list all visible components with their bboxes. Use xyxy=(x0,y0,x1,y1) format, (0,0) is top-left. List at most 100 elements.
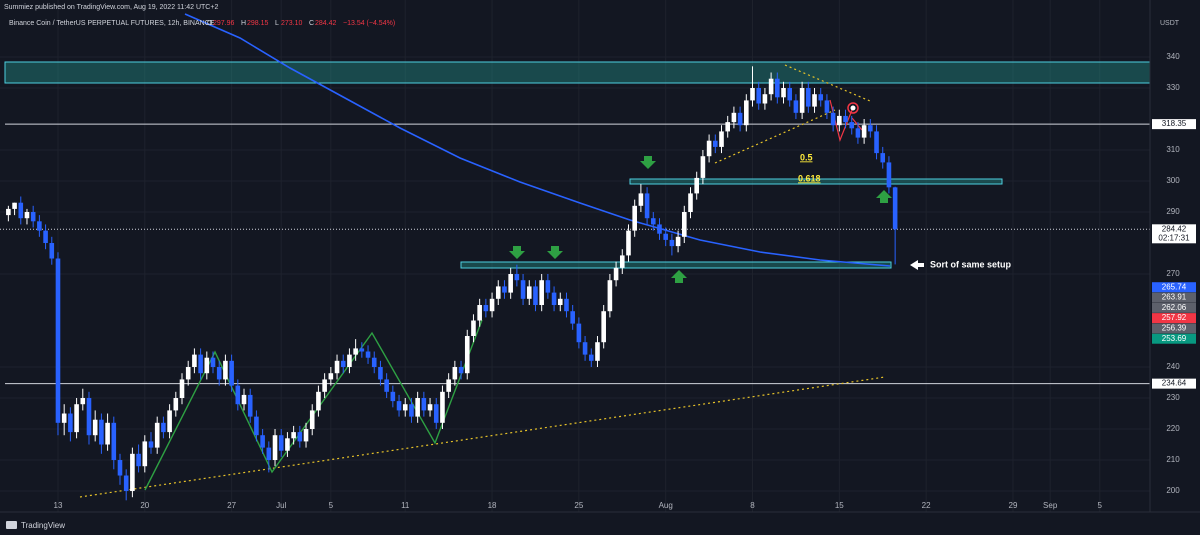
candle-body xyxy=(316,391,321,411)
y-tick-label: 310 xyxy=(1166,145,1180,154)
candle-body xyxy=(24,212,30,219)
candle-body xyxy=(824,100,830,113)
candle-body xyxy=(557,298,563,306)
candle-body xyxy=(719,131,724,147)
candle-body xyxy=(812,94,817,107)
candle-body xyxy=(402,404,408,411)
level-label-bg xyxy=(1152,378,1196,389)
x-tick-label: 5 xyxy=(1098,501,1103,510)
candle-body xyxy=(322,379,327,392)
legend-key: O xyxy=(207,20,213,27)
x-tick-label: Jul xyxy=(276,501,286,510)
candle-body xyxy=(880,153,886,163)
candle-body xyxy=(334,360,340,374)
level-label: 234.64 xyxy=(1162,379,1187,388)
x-tick-label: 18 xyxy=(488,501,497,510)
annotation: Sort of same setup xyxy=(930,259,1012,269)
up-arrow xyxy=(671,270,687,283)
candle-body xyxy=(756,88,762,104)
candle-body xyxy=(161,422,166,433)
publisher: Summiez published on TradingView.com, Au… xyxy=(4,4,218,11)
level-label: 318.35 xyxy=(1162,119,1187,128)
candle-body xyxy=(427,404,433,411)
candle-body xyxy=(74,404,79,433)
red-circle xyxy=(847,102,859,114)
candle-body xyxy=(502,286,507,293)
candle-body xyxy=(601,311,606,343)
candle-body xyxy=(582,342,588,355)
x-tick-label: 29 xyxy=(1009,501,1018,510)
price-label-bg xyxy=(1152,292,1196,303)
candle-body xyxy=(681,212,687,237)
down-arrow xyxy=(640,156,656,169)
x-tick-label: 22 xyxy=(922,501,931,510)
candle-body xyxy=(80,398,86,405)
candle-body xyxy=(185,367,191,380)
candle-body xyxy=(142,441,148,467)
candle-body xyxy=(799,88,805,113)
candle-body xyxy=(452,367,458,380)
candle-body xyxy=(545,280,551,293)
candle-body xyxy=(223,360,228,380)
candle-body xyxy=(675,236,681,247)
candle-body xyxy=(260,435,265,448)
candle-body xyxy=(266,447,272,461)
candle-body xyxy=(384,379,389,392)
candle-body xyxy=(359,348,365,352)
candle-body xyxy=(892,187,898,230)
down-arrow xyxy=(547,246,563,259)
x-tick-label: 15 xyxy=(835,501,844,510)
candle-body xyxy=(818,94,824,101)
candle-body xyxy=(440,391,445,423)
x-tick-label: 25 xyxy=(574,501,583,510)
candle-body xyxy=(855,128,861,138)
candle-body xyxy=(130,453,135,492)
candle-body xyxy=(216,367,222,380)
candle-body xyxy=(254,416,259,436)
y-tick-label: 300 xyxy=(1166,176,1180,185)
candle-body xyxy=(663,233,668,240)
unit: USDT xyxy=(1160,20,1180,27)
candle-body xyxy=(297,432,303,442)
candle-body xyxy=(303,429,309,442)
candle-body xyxy=(123,475,129,492)
x-tick-label: 13 xyxy=(54,501,63,510)
note-arrow xyxy=(910,260,924,270)
candle-body xyxy=(868,125,873,132)
candle-body xyxy=(167,410,172,433)
candle-body xyxy=(626,230,631,256)
y-tick-label: 290 xyxy=(1166,207,1180,216)
candle-body xyxy=(632,205,637,231)
candle-body xyxy=(508,274,513,293)
legend-change: −13.54 (−4.54%) xyxy=(343,20,395,27)
y-tick-label: 200 xyxy=(1166,486,1180,495)
candle-body xyxy=(495,286,501,299)
fib-label: 0.618 xyxy=(798,173,821,183)
candle-body xyxy=(533,286,538,306)
candle-body xyxy=(669,239,675,247)
candle-body xyxy=(874,131,879,154)
candle-body xyxy=(644,193,650,219)
moving-average xyxy=(184,13,891,267)
x-tick-label: 11 xyxy=(401,501,410,510)
candle-body xyxy=(737,112,743,126)
down-arrow xyxy=(509,246,525,259)
candle-body xyxy=(781,88,786,98)
candle-body xyxy=(12,202,17,209)
candle-body xyxy=(446,379,451,392)
candle-body xyxy=(347,354,352,368)
y-tick-label: 220 xyxy=(1166,424,1180,433)
price-label: 263.91 xyxy=(1162,293,1187,302)
candle-body xyxy=(775,78,780,98)
x-tick-label: Aug xyxy=(659,501,673,510)
candle-body xyxy=(415,398,420,417)
y-tick-label: 240 xyxy=(1166,362,1180,371)
candle-body xyxy=(638,193,644,206)
candle-body xyxy=(477,305,482,321)
candle-body xyxy=(353,348,358,355)
price-label: 257.92 xyxy=(1162,313,1187,322)
candle-body xyxy=(657,224,662,234)
candle-body xyxy=(99,419,104,445)
legend-value: 284.42 xyxy=(315,20,337,27)
